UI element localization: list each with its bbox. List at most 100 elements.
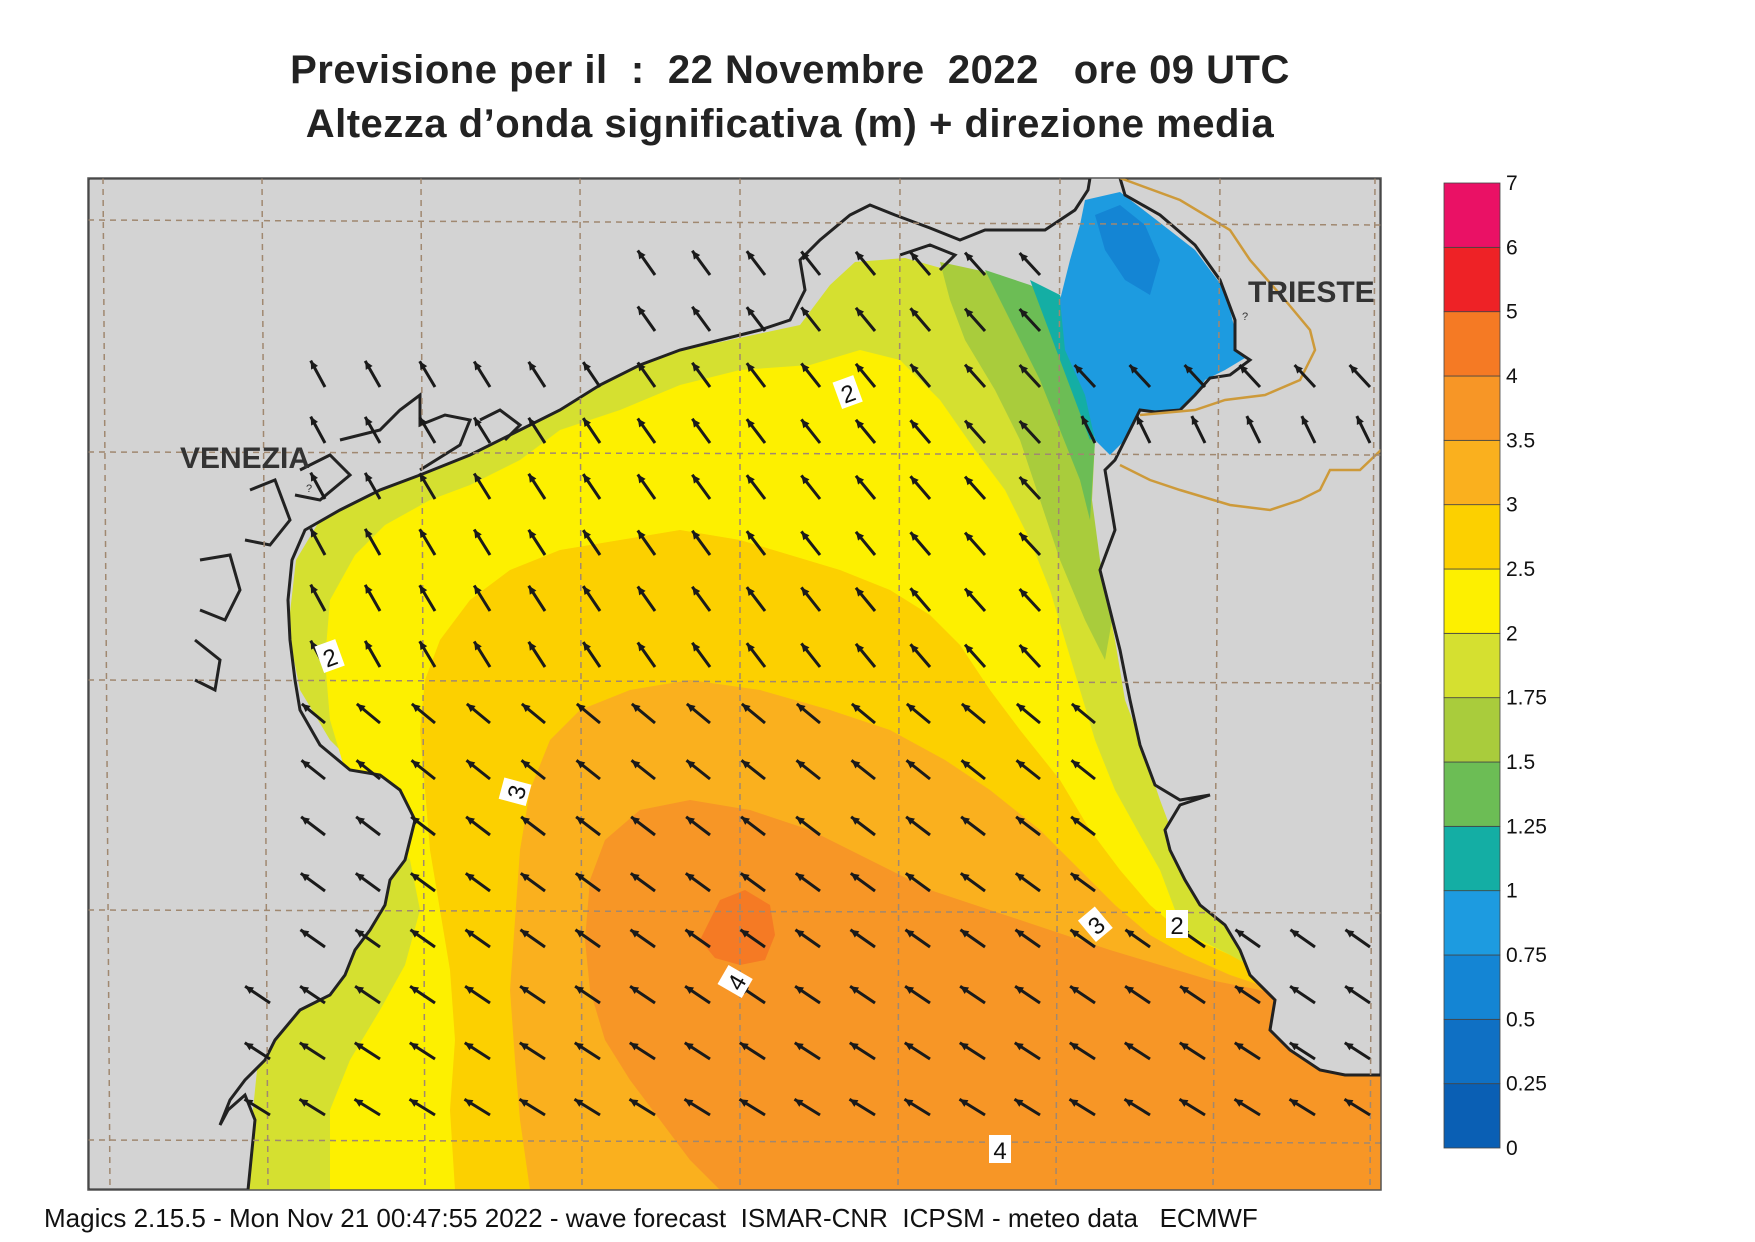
colorbar-level-label: 3.5	[1506, 429, 1535, 452]
direction-arrowhead	[910, 252, 919, 261]
direction-arrowhead	[637, 642, 646, 652]
direction-arrowhead	[574, 1042, 584, 1051]
direction-arrowhead	[630, 873, 640, 882]
direction-arrowhead	[965, 252, 974, 262]
direction-arrowhead	[583, 586, 592, 596]
direction-arrowhead	[629, 1099, 639, 1107]
direction-arrowhead	[905, 929, 915, 938]
direction-arrowhead	[1234, 1099, 1244, 1107]
direction-arrowhead	[1400, 1043, 1409, 1051]
contour-label-2-north: 2	[832, 375, 863, 409]
direction-arrowhead	[583, 362, 592, 372]
direction-arrowhead	[746, 251, 755, 260]
colorbar-level-label: 2	[1506, 622, 1518, 645]
colorbar-swatch	[1443, 311, 1501, 377]
direction-arrowhead	[1246, 416, 1254, 426]
direction-arrowhead	[474, 529, 482, 539]
direction-arrowhead	[960, 929, 970, 938]
colorbar-swatch	[1443, 890, 1501, 956]
direction-arrowhead	[851, 703, 861, 713]
colorbar: 0 0.25 0.5 0.75 1 1.25 1.5 1.75 2 2.5 3 3.5 4 5 6 7	[1443, 172, 1547, 1160]
direction-arrowhead	[520, 929, 530, 938]
trieste-marker-icon: ?	[1242, 311, 1248, 323]
direction-arrowhead	[637, 250, 646, 260]
direction-arrowhead	[409, 1099, 419, 1107]
direction-arrowhead	[1129, 365, 1138, 374]
direction-arrowhead	[849, 1042, 859, 1051]
direction-arrowhead	[850, 986, 860, 995]
direction-arrowhead	[465, 986, 475, 995]
direction-arrowhead	[739, 1042, 749, 1051]
direction-arrowhead	[849, 1099, 859, 1107]
direction-arrowhead	[684, 1099, 694, 1107]
direction-arrowhead	[583, 530, 592, 540]
direction-arrowhead	[746, 475, 755, 484]
direction-arrowhead	[528, 361, 537, 371]
city-label-trieste: TRIESTE	[1248, 276, 1375, 309]
direction-arrowhead	[796, 703, 806, 713]
direction-arrowhead	[365, 640, 373, 650]
direction-arrowhead	[1019, 644, 1028, 654]
map-frame	[87, 177, 1382, 1191]
direction-arrow	[1400, 930, 1425, 947]
svg-text:4: 4	[993, 1138, 1006, 1165]
direction-arrowhead	[1019, 476, 1028, 486]
direction-arrowhead	[1124, 1042, 1134, 1051]
direction-arrowhead	[855, 307, 865, 317]
direction-arrowhead	[801, 643, 810, 653]
direction-arrowhead	[1239, 365, 1248, 374]
direction-arrowhead	[301, 703, 311, 713]
direction-arrowhead	[965, 364, 974, 374]
direction-arrowhead	[1191, 416, 1199, 426]
map-subtitle: Altezza d’onda significativa (m) + direz…	[305, 102, 1275, 146]
direction-arrowhead	[310, 528, 318, 538]
direction-arrowhead	[1405, 365, 1413, 374]
direction-arrowhead	[521, 816, 530, 825]
contour-label-2-west: 2	[314, 639, 345, 673]
direction-arrowhead	[466, 816, 475, 825]
direction-arrowhead	[740, 873, 750, 882]
direction-arrowhead	[300, 929, 310, 938]
direction-arrowhead	[910, 308, 919, 317]
direction-arrowhead	[419, 361, 428, 371]
direction-arrowhead	[528, 641, 537, 651]
direction-arrowhead	[637, 586, 646, 596]
direction-arrowhead	[739, 1099, 749, 1107]
direction-arrowhead	[959, 1042, 969, 1051]
direction-arrowhead	[528, 585, 537, 595]
direction-arrowhead	[519, 1042, 529, 1051]
direction-arrowhead	[410, 929, 420, 938]
direction-arrowhead	[746, 363, 755, 372]
direction-arrowhead	[794, 1099, 804, 1107]
direction-arrowhead	[1081, 416, 1089, 426]
direction-arrowhead	[354, 1099, 364, 1107]
direction-arrowhead	[1015, 986, 1025, 995]
direction-arrowhead	[521, 760, 531, 769]
direction-arrowhead	[419, 585, 428, 595]
direction-arrowhead	[410, 873, 420, 882]
direction-arrowhead	[686, 703, 696, 713]
direction-arrowhead	[746, 531, 755, 540]
direction-arrowhead	[419, 641, 428, 651]
venetian-lagoon-land	[88, 178, 1092, 1190]
direction-arrowhead	[1294, 365, 1303, 374]
direction-arrowhead	[965, 588, 974, 598]
direction-arrowhead	[245, 986, 255, 995]
colorbar-swatch	[1443, 568, 1501, 634]
direction-arrowhead	[365, 416, 373, 426]
direction-arrowhead	[1399, 1099, 1408, 1107]
direction-arrowhead	[1301, 416, 1309, 426]
direction-arrowhead	[299, 1042, 309, 1051]
wave-direction-arrows	[243, 249, 1425, 1117]
colorbar-swatch	[1443, 439, 1501, 506]
direction-arrowhead	[961, 816, 970, 825]
direction-arrowhead	[801, 587, 810, 597]
colorbar-swatch	[1443, 1083, 1501, 1149]
direction-arrowhead	[631, 760, 641, 769]
direction-arrowhead	[1234, 1042, 1244, 1051]
direction-arrowhead	[474, 641, 482, 651]
band-4	[700, 890, 775, 965]
colorbar-level-label: 1.25	[1506, 815, 1547, 838]
venezia-marker-icon: ?	[306, 483, 312, 495]
